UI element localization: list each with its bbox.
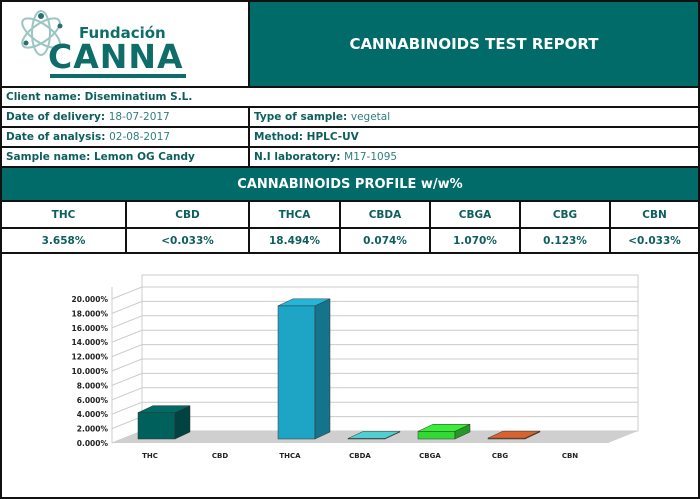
sample-value: Lemon OG Candy [93, 151, 195, 163]
x-tick-label: THC [142, 452, 158, 460]
bar-side-thca [314, 298, 331, 440]
side-gridline [111, 387, 143, 401]
side-gridline [111, 300, 143, 314]
y-tick-label: 18.000% [72, 309, 109, 318]
side-gridline [111, 329, 143, 343]
logo-underline [50, 74, 186, 78]
x-tick-label: THCA [279, 452, 301, 460]
logo-fundacion: Fundación [79, 24, 166, 42]
side-gridline [111, 344, 143, 358]
x-tick-label: CBD [212, 452, 228, 460]
side-gridline [111, 401, 143, 415]
x-tick-label: CBG [492, 452, 508, 460]
bar-cbga [417, 431, 456, 440]
bar-top-thc [137, 405, 191, 413]
bar-top-cbg [487, 430, 541, 439]
profile-title-text: CANNABINOIDS PROFILE w/w% [237, 176, 463, 192]
y-tick-label: 2.000% [77, 425, 109, 434]
lab-label: N.I laboratory: [254, 151, 341, 163]
x-tick-label: CBN [562, 452, 578, 460]
analysis-value: 02-08-2017 [109, 131, 171, 143]
type-value: vegetal [350, 111, 391, 123]
side-gridline [111, 358, 143, 372]
report-title-text: CANNABINOIDS TEST REPORT [349, 35, 599, 53]
side-gridline [111, 372, 143, 386]
lab-value: M17-1095 [344, 151, 398, 163]
y-tick-label: 12.000% [72, 353, 109, 362]
bar-top-thca [277, 298, 331, 307]
x-tick-label: CBDA [349, 452, 371, 460]
y-tick-label: 4.000% [77, 410, 109, 419]
back-wall [141, 274, 639, 432]
chart-panel [0, 252, 700, 499]
report-title: CANNABINOIDS TEST REPORT [248, 0, 700, 88]
side-gridline [111, 315, 143, 329]
y-tick-label: 14.000% [72, 338, 109, 347]
client-value: Diseminatium S.L. [84, 91, 193, 103]
sample-label: Sample name: [6, 151, 91, 163]
delivery-label: Date of delivery: [6, 111, 106, 123]
side-gridline [111, 430, 143, 444]
method-value: HPLC-UV [306, 131, 359, 143]
y-tick-label: 16.000% [72, 324, 109, 333]
y-tick-label: 20.000% [72, 295, 109, 304]
bar-top-cbda [347, 431, 401, 439]
bar-thca [277, 305, 316, 440]
side-gridline [111, 416, 143, 430]
method-label: Method: [254, 131, 303, 143]
analysis-label: Date of analysis: [6, 131, 106, 143]
y-tick-label: 10.000% [72, 367, 109, 376]
logo-canna: CANNA [48, 37, 184, 76]
delivery-value: 18-07-2017 [108, 111, 170, 123]
bar-top-cbga [417, 424, 471, 432]
x-tick-label: CBGA [419, 452, 441, 460]
type-label: Type of sample: [254, 111, 348, 123]
y-tick-label: 6.000% [77, 396, 109, 405]
bar-thc [137, 412, 176, 440]
y-tick-label: 0.000% [77, 439, 109, 448]
side-gridline [111, 286, 143, 300]
atom-logo-icon [21, 10, 63, 56]
client-label: Client name: [6, 91, 81, 103]
profile-title: CANNABINOIDS PROFILE w/w% [0, 166, 700, 202]
y-tick-label: 8.000% [77, 381, 109, 390]
